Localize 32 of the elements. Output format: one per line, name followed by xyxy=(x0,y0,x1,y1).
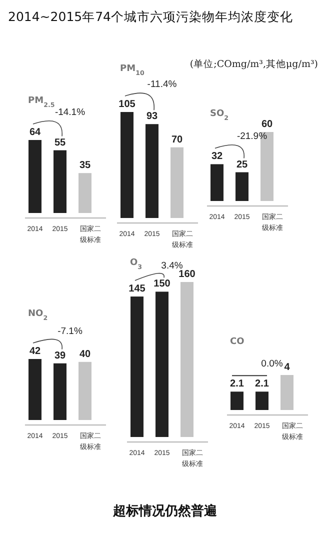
data-label: 4 xyxy=(284,362,290,373)
data-label: 70 xyxy=(171,134,183,146)
data-label: 64 xyxy=(29,127,41,138)
data-label: 55 xyxy=(54,137,66,148)
data-label: 105 xyxy=(118,99,136,110)
data-label: 32 xyxy=(211,151,223,162)
text: -11.4% xyxy=(147,79,178,90)
text: 0.0% xyxy=(261,358,284,370)
text: 2014~2015年74个城市六项污染物年均浓度变化 xyxy=(8,9,294,24)
text: 超标情况仍然普遍 xyxy=(112,503,218,519)
data-label: 40 xyxy=(79,348,91,360)
chart-title: CO xyxy=(230,337,245,347)
chart-title: PM$_{10}$ xyxy=(120,64,145,76)
data-label: 39 xyxy=(54,350,66,362)
data-label: 42 xyxy=(29,346,41,357)
annotation: -21.9% xyxy=(236,131,268,142)
data-label: 160 xyxy=(178,269,196,280)
data-label: 60 xyxy=(261,119,273,130)
data-label: 2.1 xyxy=(230,378,244,390)
text: (单位;COmg/m³,其他μg/m³) xyxy=(190,58,318,70)
chart-title: SO$_{2}$ xyxy=(210,109,229,122)
data-label: 150 xyxy=(154,278,171,290)
data-label: 93 xyxy=(146,111,158,122)
chart-title: NO$_{2}$ xyxy=(28,309,48,322)
data-label: 25 xyxy=(236,159,248,170)
data-label: 35 xyxy=(79,160,91,172)
chart-title: O$_{3}$ xyxy=(130,258,142,270)
text: -7.1% xyxy=(58,326,83,337)
text: -14.1% xyxy=(54,107,86,118)
data-label: 2.1 xyxy=(255,378,270,390)
data-label: 145 xyxy=(128,284,146,295)
chart-title: PM$_{2.5}$ xyxy=(28,96,55,108)
